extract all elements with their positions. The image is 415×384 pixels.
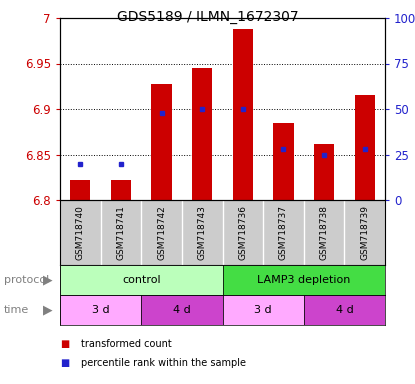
Text: 3 d: 3 d (254, 305, 272, 315)
Bar (222, 295, 304, 325)
Text: 4 d: 4 d (173, 305, 191, 315)
Text: percentile rank within the sample: percentile rank within the sample (81, 358, 246, 368)
Text: GDS5189 / ILMN_1672307: GDS5189 / ILMN_1672307 (117, 10, 298, 24)
Text: ▶: ▶ (44, 303, 53, 316)
Text: GSM718743: GSM718743 (198, 205, 207, 260)
Text: ■: ■ (60, 339, 69, 349)
Text: GSM718738: GSM718738 (320, 205, 329, 260)
Bar (141, 295, 222, 325)
Text: control: control (122, 275, 161, 285)
Bar (354, 95, 375, 200)
Text: ▶: ▶ (44, 273, 53, 286)
Bar (222, 265, 385, 295)
Text: 3 d: 3 d (92, 305, 110, 315)
Text: GSM718736: GSM718736 (238, 205, 247, 260)
Bar (60, 265, 222, 295)
Bar (151, 84, 172, 200)
Text: transformed count: transformed count (81, 339, 171, 349)
Text: GSM718740: GSM718740 (76, 205, 85, 260)
Text: protocol: protocol (4, 275, 49, 285)
Bar (273, 122, 293, 200)
Text: GSM718739: GSM718739 (360, 205, 369, 260)
Bar (314, 144, 334, 200)
Bar (233, 29, 253, 200)
Bar (70, 180, 90, 200)
Text: GSM718741: GSM718741 (117, 205, 125, 260)
Text: 4 d: 4 d (335, 305, 353, 315)
Text: LAMP3 depletion: LAMP3 depletion (257, 275, 350, 285)
Text: ■: ■ (60, 358, 69, 368)
Bar (192, 68, 212, 200)
Bar (304, 295, 385, 325)
Text: GSM718737: GSM718737 (279, 205, 288, 260)
Text: time: time (4, 305, 29, 315)
Bar (60, 295, 141, 325)
Text: GSM718742: GSM718742 (157, 205, 166, 260)
Bar (111, 180, 131, 200)
